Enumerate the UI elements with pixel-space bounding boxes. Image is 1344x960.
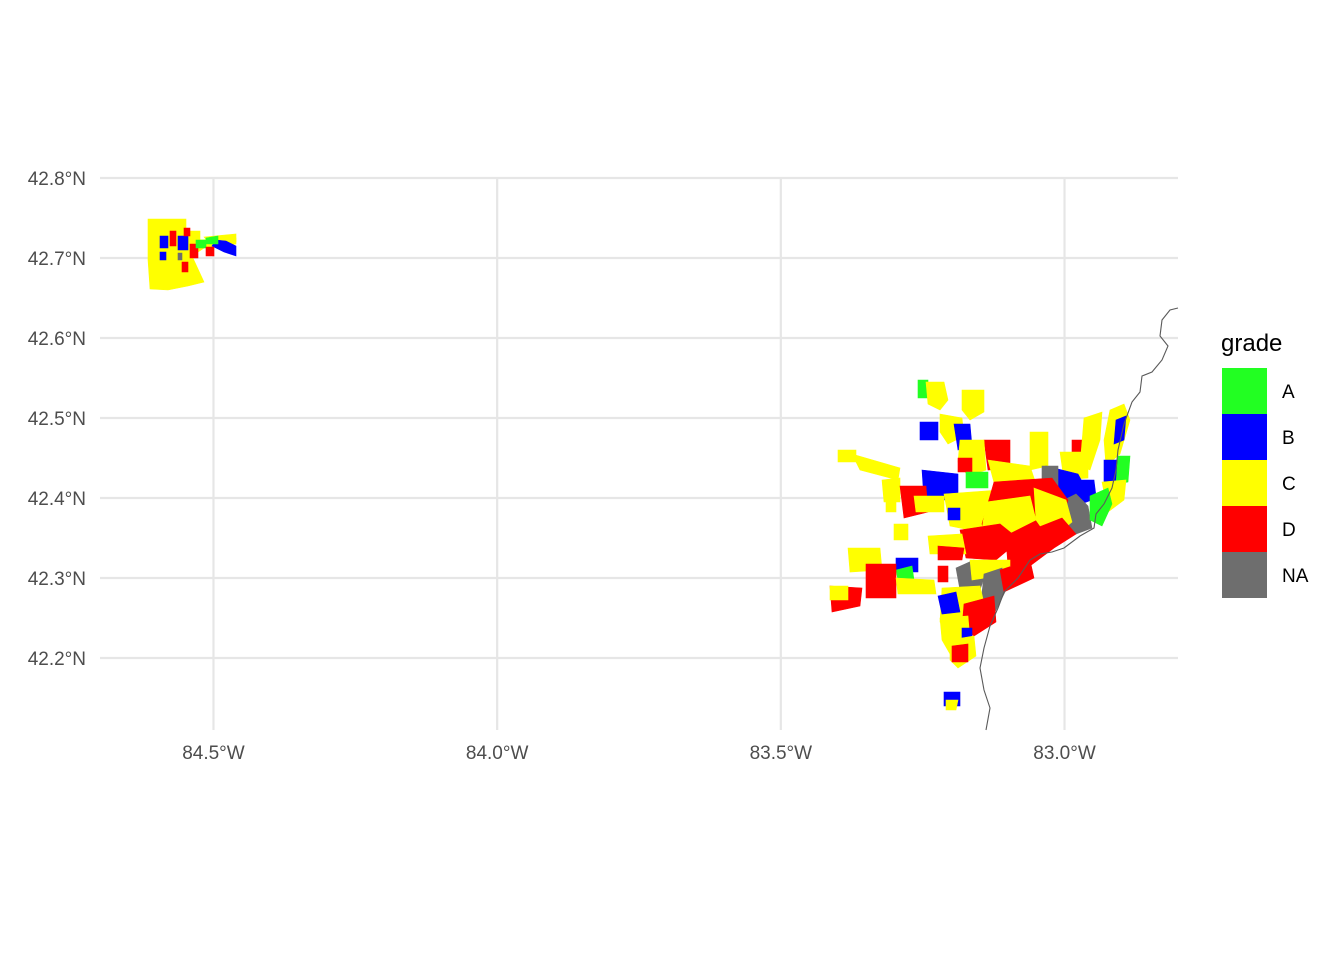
neighborhood-polygon [937,565,949,583]
x-tick-label: 84.0°W [466,743,529,764]
y-tick-label: 42.6°N [28,329,86,350]
grid-layer [100,176,1178,730]
y-tick-label: 42.5°N [28,409,86,430]
legend-key-b [1222,414,1267,460]
legend-key-c [1222,460,1267,506]
neighborhood-polygon [177,235,189,251]
neighborhood-polygon [893,523,909,541]
neighborhood-polygon [1079,411,1103,471]
neighborhood-polygon [937,591,961,615]
x-axis-tick-labels: 84.5°W 84.0°W 83.5°W 83.0°W [182,743,1096,764]
legend-title: grade [1221,330,1282,357]
y-tick-label: 42.3°N [28,569,86,590]
neighborhood-polygon [205,246,215,257]
neighborhood-polygon [205,235,219,245]
legend-label-na: NA [1282,566,1309,587]
neighborhood-polygon [965,471,989,489]
neighborhood-polygon [177,252,183,261]
neighborhood-polygon [895,577,937,595]
y-axis-tick-labels: 42.8°N 42.7°N 42.6°N 42.5°N 42.4°N 42.3°N 42.2… [28,169,86,670]
neighborhood-polygon [945,699,959,711]
x-tick-label: 83.5°W [750,743,813,764]
legend-label-b: B [1282,428,1295,449]
neighborhood-polygon [1115,455,1131,485]
neighborhood-polygon [881,477,901,503]
neighborhood-polygon [195,239,207,249]
neighborhood-polygon [1029,431,1049,471]
neighborhood-polygon [937,545,965,561]
neighborhood-polygon [885,501,897,513]
y-tick-label: 42.7°N [28,249,86,270]
neighborhood-polygon [159,251,167,261]
x-tick-label: 83.0°W [1033,743,1096,764]
neighborhood-polygon [947,507,961,521]
legend-label-a: A [1282,382,1295,403]
neighborhood-polygon [961,389,985,421]
legend-key-d [1222,506,1267,552]
neighborhood-polygon [951,643,969,663]
y-tick-label: 42.2°N [28,649,86,670]
neighborhood-polygon [183,227,191,237]
x-tick-label: 84.5°W [182,743,245,764]
legend-key-na [1222,552,1267,598]
neighborhood-polygon [851,453,901,481]
neighborhood-polygon [925,381,949,411]
neighborhood-polygon [159,235,169,249]
legend: grade A B C D NA [1221,330,1309,598]
neighborhood-polygon [1113,415,1127,445]
legend-items: A B C D NA [1222,368,1309,598]
neighborhood-polygons [147,218,1131,711]
neighborhood-polygon [181,261,189,273]
neighborhood-polygon [829,585,849,601]
legend-key-a [1222,368,1267,414]
legend-label-c: C [1282,474,1296,495]
neighborhood-polygon [919,421,939,441]
legend-label-d: D [1282,520,1296,541]
neighborhood-polygon [169,230,177,247]
neighborhood-polygon [999,559,1035,593]
neighborhood-polygon [1077,479,1097,497]
y-tick-label: 42.8°N [28,169,86,190]
neighborhood-polygon [957,457,973,473]
shoreline [979,307,1179,731]
y-tick-label: 42.4°N [28,489,86,510]
neighborhood-polygon [865,563,897,599]
neighborhood-polygon [913,495,945,513]
